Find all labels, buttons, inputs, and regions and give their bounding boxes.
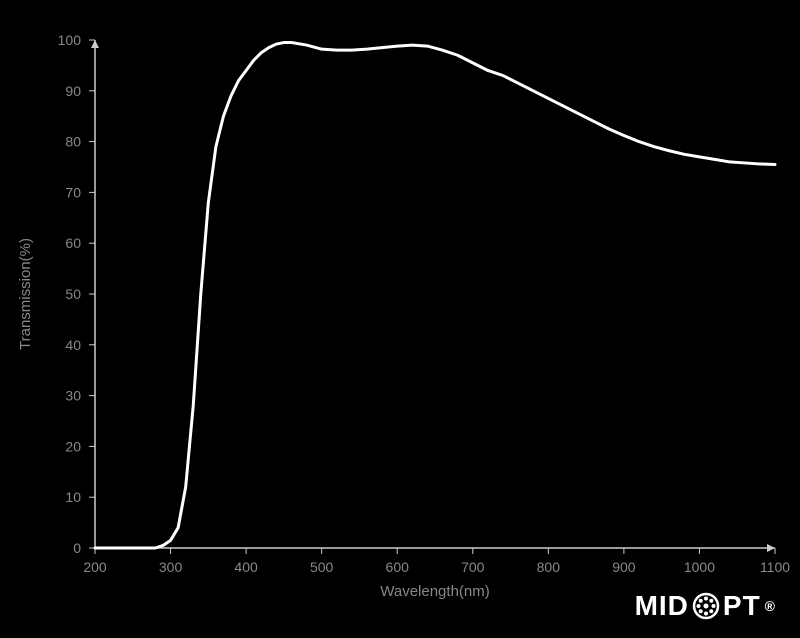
- svg-text:700: 700: [461, 559, 485, 575]
- svg-text:900: 900: [612, 559, 636, 575]
- svg-text:20: 20: [65, 438, 81, 454]
- svg-text:200: 200: [83, 559, 107, 575]
- svg-text:10: 10: [65, 489, 81, 505]
- svg-text:500: 500: [310, 559, 334, 575]
- logo-text-after: PT: [723, 590, 761, 622]
- svg-text:40: 40: [65, 337, 81, 353]
- svg-text:70: 70: [65, 184, 81, 200]
- svg-text:300: 300: [159, 559, 183, 575]
- svg-text:90: 90: [65, 83, 81, 99]
- midopt-logo: MID PT ®: [635, 590, 776, 622]
- svg-text:100: 100: [58, 32, 82, 48]
- transmission-chart: 200 300 400 500 600 700 800 900 1000 1100 0 10 20 30 4…: [0, 0, 800, 638]
- chart-svg: 200 300 400 500 600 700 800 900 1000 1100 0 10 20 30 4…: [0, 0, 800, 638]
- svg-text:30: 30: [65, 388, 81, 404]
- svg-text:400: 400: [234, 559, 258, 575]
- svg-text:60: 60: [65, 235, 81, 251]
- svg-text:Wavelength(nm): Wavelength(nm): [380, 583, 489, 600]
- logo-text-before: MID: [635, 590, 689, 622]
- svg-text:800: 800: [537, 559, 561, 575]
- logo-gear-icon: [692, 592, 720, 620]
- svg-text:80: 80: [65, 134, 81, 150]
- svg-text:600: 600: [386, 559, 410, 575]
- logo-registered: ®: [765, 598, 776, 614]
- svg-text:1100: 1100: [760, 559, 790, 575]
- svg-text:50: 50: [65, 286, 81, 302]
- svg-text:Transmission(%): Transmission(%): [17, 238, 34, 350]
- svg-text:0: 0: [73, 540, 81, 556]
- svg-text:1000: 1000: [684, 559, 715, 575]
